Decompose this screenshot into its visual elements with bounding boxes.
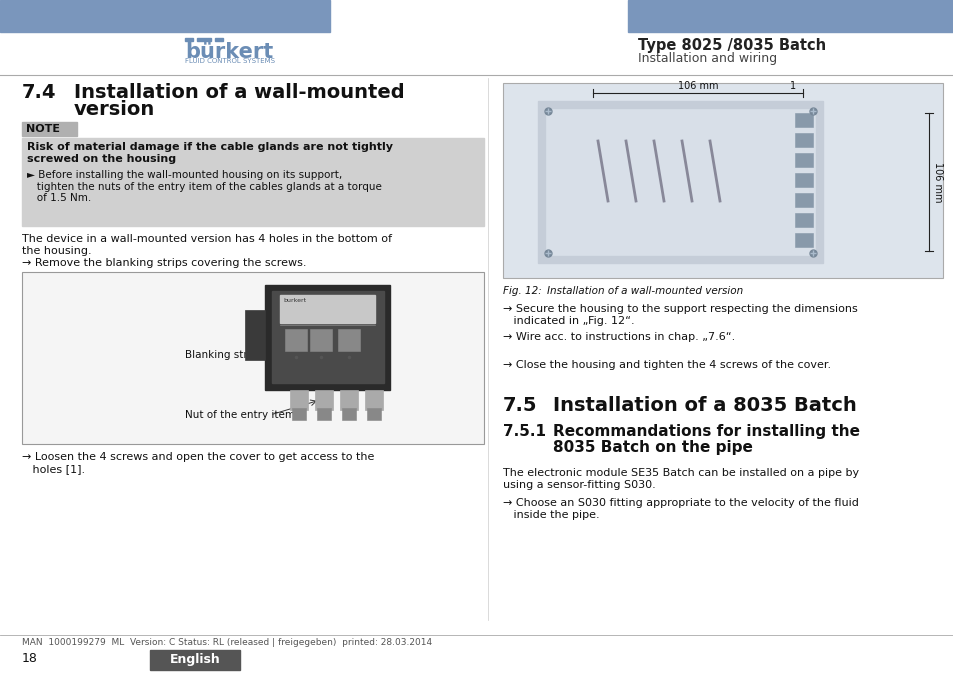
Text: ► Before installing the wall-mounted housing on its support,
   tighten the nuts: ► Before installing the wall-mounted hou…	[27, 170, 381, 203]
Text: Installation and wiring: Installation and wiring	[638, 52, 777, 65]
Bar	[339, 390, 357, 410]
Text: 7.5: 7.5	[502, 396, 537, 415]
Text: Risk of material damage if the cable glands are not tightly
screwed on the housi: Risk of material damage if the cable gla…	[27, 142, 393, 164]
Bar	[794, 213, 812, 227]
Text: 18: 18	[22, 652, 38, 665]
Text: MAN  1000199279  ML  Version: C Status: RL (released | freigegeben)  printed: 28: MAN 1000199279 ML Version: C Status: RL …	[22, 638, 432, 647]
Bar	[280, 295, 375, 323]
Text: English: English	[170, 653, 220, 666]
Text: 106 mm: 106 mm	[932, 162, 942, 203]
Text: → Loosen the 4 screws and open the cover to get access to the
   holes [1].: → Loosen the 4 screws and open the cover…	[22, 452, 374, 474]
Bar	[265, 285, 390, 390]
Bar	[290, 390, 308, 410]
Text: The device in a wall-mounted version has 4 holes in the bottom of
the housing.: The device in a wall-mounted version has…	[22, 234, 392, 256]
Text: Blanking strips: Blanking strips	[185, 350, 263, 360]
Bar	[794, 233, 812, 247]
Bar	[310, 329, 332, 351]
Bar	[272, 291, 384, 383]
Text: Nut of the entry item: Nut of the entry item	[185, 410, 294, 420]
Bar	[545, 109, 814, 255]
Bar	[794, 153, 812, 167]
Text: The electronic module SE35 Batch can be installed on a pipe by
using a sensor-fi: The electronic module SE35 Batch can be …	[502, 468, 859, 489]
Text: 7.5.1: 7.5.1	[502, 424, 545, 439]
Bar	[341, 408, 355, 420]
Bar	[794, 113, 812, 127]
Bar	[214, 38, 223, 41]
Text: burkert: burkert	[283, 298, 306, 303]
Bar	[196, 38, 211, 41]
Text: Recommandations for installing the: Recommandations for installing the	[553, 424, 859, 439]
Bar	[337, 329, 359, 351]
Text: bürkert: bürkert	[185, 42, 273, 62]
Text: Fig. 12:: Fig. 12:	[502, 286, 541, 296]
Text: 8035 Batch on the pipe: 8035 Batch on the pipe	[553, 440, 752, 455]
Bar	[627, 0, 953, 32]
Text: version: version	[74, 100, 155, 119]
Bar	[794, 173, 812, 187]
FancyBboxPatch shape	[22, 272, 483, 444]
Bar	[794, 193, 812, 207]
Text: → Secure the housing to the support respecting the dimensions
   indicated in „F: → Secure the housing to the support resp…	[502, 304, 857, 326]
Text: FLUID CONTROL SYSTEMS: FLUID CONTROL SYSTEMS	[185, 58, 274, 64]
Text: 106 mm: 106 mm	[677, 81, 718, 91]
Text: → Close the housing and tighten the 4 screws of the cover.: → Close the housing and tighten the 4 sc…	[502, 360, 830, 370]
Bar	[150, 650, 240, 670]
Text: 1: 1	[789, 81, 795, 91]
Bar	[22, 122, 77, 136]
Text: → Wire acc. to instructions in chap. „7.6“.: → Wire acc. to instructions in chap. „7.…	[502, 332, 735, 342]
Text: Installation of a 8035 Batch: Installation of a 8035 Batch	[553, 396, 856, 415]
Bar	[292, 408, 306, 420]
Text: Installation of a wall-mounted: Installation of a wall-mounted	[74, 83, 404, 102]
Text: NOTE: NOTE	[26, 124, 60, 134]
Bar	[316, 408, 331, 420]
Text: → Choose an S030 fitting appropriate to the velocity of the fluid
   inside the : → Choose an S030 fitting appropriate to …	[502, 498, 858, 520]
Bar	[285, 329, 307, 351]
Bar	[314, 390, 333, 410]
Bar	[367, 408, 380, 420]
Bar	[22, 138, 483, 226]
Text: Installation of a wall-mounted version: Installation of a wall-mounted version	[546, 286, 742, 296]
Bar	[0, 0, 330, 32]
Bar	[365, 390, 382, 410]
Bar	[245, 310, 265, 360]
Text: → Remove the blanking strips covering the screws.: → Remove the blanking strips covering th…	[22, 258, 306, 268]
Text: Type 8025 /8035 Batch: Type 8025 /8035 Batch	[638, 38, 825, 53]
Text: 7.4: 7.4	[22, 83, 56, 102]
Bar	[185, 38, 193, 41]
Bar	[537, 101, 822, 263]
Bar	[502, 83, 942, 278]
Bar	[794, 133, 812, 147]
